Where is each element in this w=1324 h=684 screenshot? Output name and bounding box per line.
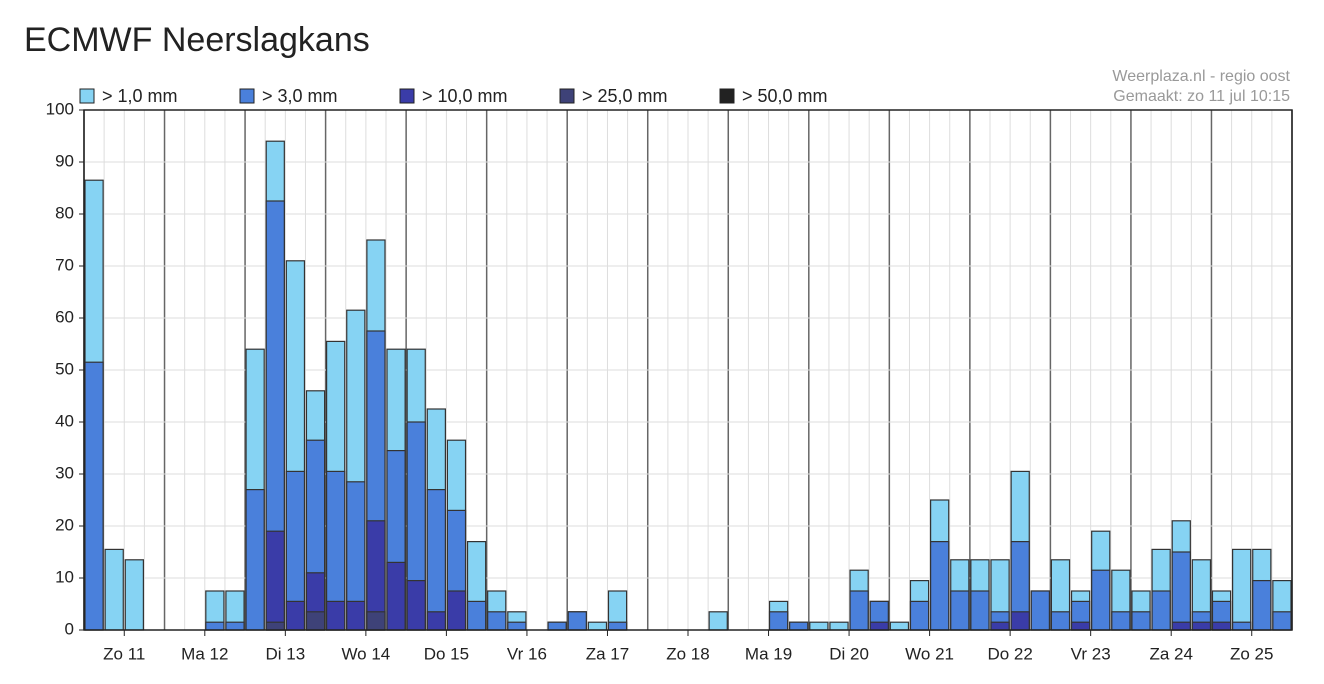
- bar: [426, 489, 446, 631]
- bar: [426, 611, 446, 631]
- bar: [990, 621, 1010, 631]
- y-tick-label: 100: [46, 99, 74, 118]
- bar: [869, 621, 889, 631]
- bar: [1272, 611, 1292, 631]
- bar: [285, 600, 306, 631]
- x-tick-label: Zo 11: [103, 644, 145, 663]
- bar: [84, 361, 104, 631]
- bar: [547, 621, 567, 631]
- bar: [970, 590, 990, 631]
- bar: [265, 621, 285, 631]
- x-tick-label: Do 22: [987, 644, 1032, 663]
- legend-label: > 50,0 mm: [742, 86, 828, 106]
- bar: [466, 600, 487, 631]
- legend-label: > 1,0 mm: [102, 86, 178, 106]
- y-tick-label: 60: [55, 307, 74, 326]
- bar: [1231, 621, 1252, 631]
- bar: [809, 621, 829, 631]
- x-tick-label: Vr 23: [1071, 644, 1111, 663]
- bar: [567, 611, 587, 631]
- bar: [245, 489, 265, 631]
- legend-swatch: [239, 88, 255, 104]
- x-tick-label: Ma 12: [181, 644, 228, 663]
- bar: [1050, 611, 1071, 631]
- bar: [1191, 621, 1212, 631]
- y-tick-label: 20: [55, 515, 74, 534]
- bar: [346, 600, 366, 631]
- bar: [708, 611, 728, 631]
- legend-swatch: [559, 88, 575, 104]
- bar: [446, 590, 467, 631]
- bar: [507, 621, 527, 631]
- bar: [1070, 621, 1091, 631]
- bar: [1171, 621, 1191, 631]
- legend-swatch: [79, 88, 95, 104]
- created: Gemaakt: zo 11 jul 10:15: [1113, 88, 1290, 105]
- bar: [789, 621, 809, 631]
- y-tick-label: 40: [55, 411, 74, 430]
- bar: [1131, 611, 1151, 631]
- legend-swatch: [719, 88, 735, 104]
- y-tick-label: 0: [65, 619, 74, 638]
- bar: [487, 611, 507, 631]
- bar: [1252, 579, 1272, 631]
- bar: [305, 611, 326, 631]
- bar: [406, 579, 426, 631]
- bar: [1211, 621, 1232, 631]
- bar: [1091, 569, 1111, 631]
- source: Weerplaza.nl - regio oost: [1112, 68, 1290, 85]
- y-tick-label: 10: [55, 567, 74, 586]
- x-tick-label: Za 17: [586, 644, 629, 663]
- bar: [768, 611, 789, 631]
- bar: [1111, 611, 1131, 631]
- x-tick-label: Wo 21: [905, 644, 954, 663]
- x-tick-label: Di 20: [829, 644, 869, 663]
- bar: [950, 590, 970, 631]
- bar: [1010, 611, 1030, 631]
- x-tick-label: Ma 19: [745, 644, 792, 663]
- bar: [225, 621, 245, 631]
- chart-title: ECMWF Neerslagkans: [24, 21, 370, 59]
- legend-swatch: [399, 88, 415, 104]
- bar: [124, 559, 145, 631]
- bar: [104, 548, 124, 631]
- bar: [909, 600, 930, 631]
- bar: [849, 590, 869, 631]
- y-tick-label: 80: [55, 203, 74, 222]
- bar: [889, 621, 910, 631]
- y-tick-label: 30: [55, 463, 74, 482]
- bar: [929, 540, 950, 631]
- bar: [265, 530, 285, 631]
- x-tick-label: Do 15: [424, 644, 469, 663]
- x-tick-label: Di 13: [265, 644, 305, 663]
- bar: [1171, 551, 1191, 631]
- legend-label: > 3,0 mm: [262, 86, 338, 106]
- bar: [607, 621, 628, 631]
- y-tick-label: 90: [55, 151, 74, 170]
- x-tick-label: Zo 25: [1230, 644, 1273, 663]
- bar: [205, 621, 225, 631]
- y-tick-label: 50: [55, 359, 74, 378]
- bar: [1030, 590, 1051, 631]
- x-tick-label: Za 24: [1149, 644, 1192, 663]
- bar: [326, 600, 346, 631]
- bar: [829, 621, 849, 631]
- bar: [587, 621, 608, 631]
- y-tick-label: 70: [55, 255, 74, 274]
- bar: [1151, 590, 1171, 631]
- x-tick-label: Vr 16: [507, 644, 547, 663]
- x-tick-label: Wo 14: [341, 644, 390, 663]
- bar: [366, 611, 386, 631]
- bar: [386, 561, 406, 631]
- bar: [1231, 548, 1252, 631]
- legend-label: > 25,0 mm: [582, 86, 668, 106]
- x-tick-label: Zo 18: [666, 644, 709, 663]
- plot-border: [83, 109, 1293, 631]
- legend-label: > 10,0 mm: [422, 86, 508, 106]
